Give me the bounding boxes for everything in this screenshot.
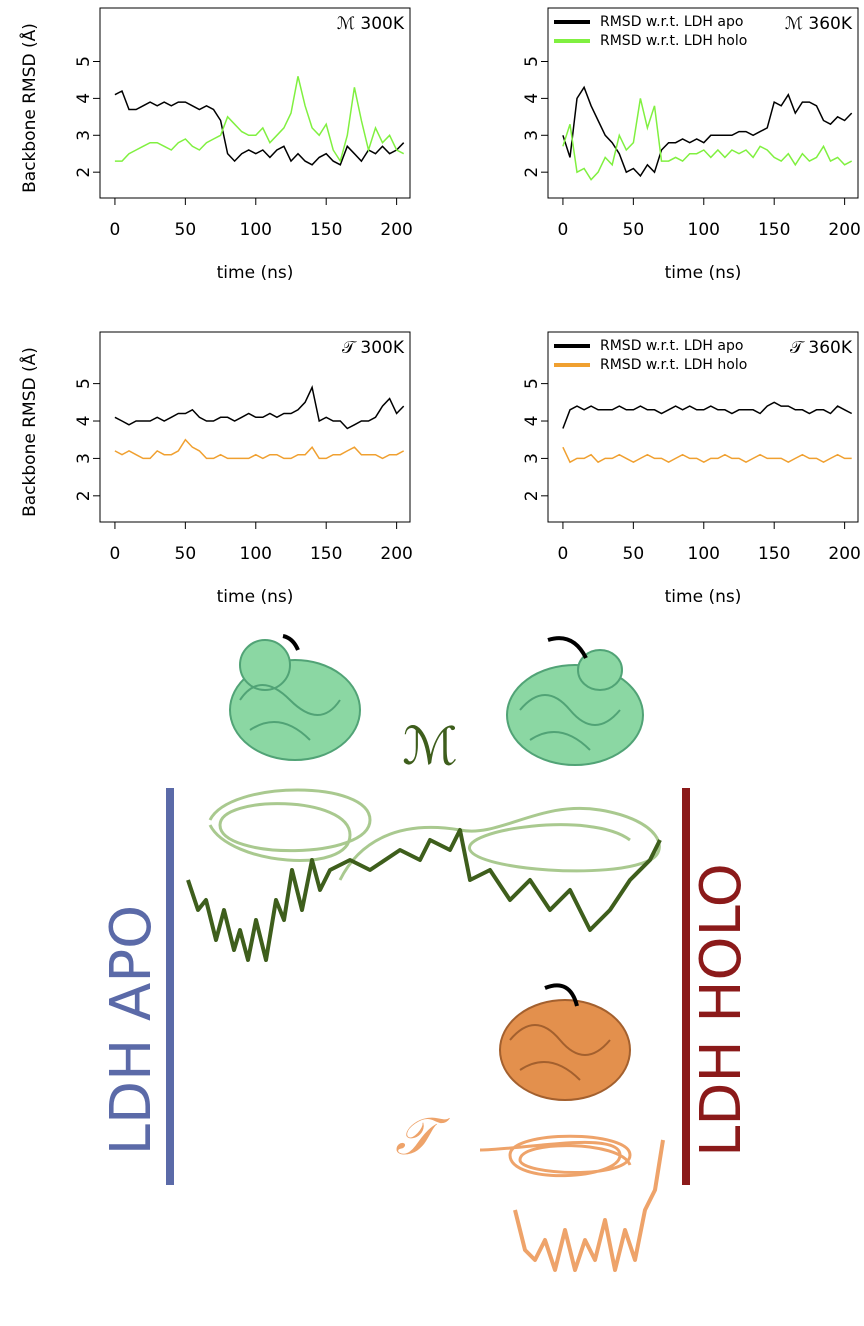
arrow	[547, 636, 588, 659]
x-tick-label: 150	[310, 220, 342, 240]
holo-label: LDH HOLO	[689, 863, 754, 1157]
x-tick-label: 50	[623, 220, 645, 240]
chart-title: 𝒯 360K	[790, 338, 853, 358]
x-tick-label: 200	[380, 220, 412, 240]
chart-title: 𝒯 300K	[342, 338, 405, 358]
arrow	[544, 983, 579, 1007]
x-axis-label: time (ns)	[665, 263, 742, 283]
y-tick-label: 5	[74, 56, 94, 67]
series-line	[114, 89, 405, 166]
x-tick-label: 150	[758, 544, 790, 564]
series-line	[114, 76, 405, 163]
x-tick-label: 0	[110, 544, 121, 564]
series-line	[114, 385, 405, 430]
energy-profile	[513, 1139, 665, 1272]
y-tick-label: 5	[522, 378, 542, 389]
protein-t	[499, 999, 631, 1101]
apo-label: LDH APO	[99, 905, 164, 1155]
arrow	[282, 634, 300, 651]
x-tick-label: 50	[175, 220, 197, 240]
x-tick-label: 50	[623, 544, 645, 564]
series-line	[562, 446, 852, 464]
y-tick-label: 3	[74, 453, 94, 464]
x-axis-label: time (ns)	[665, 587, 742, 607]
x-tick-label: 50	[175, 544, 197, 564]
y-tick-label: 3	[522, 453, 542, 464]
plot-box	[547, 331, 859, 523]
chart-title: ℳ 360K	[785, 14, 853, 34]
x-tick-label: 200	[828, 544, 860, 564]
x-tick-label: 200	[380, 544, 412, 564]
plot-box	[99, 7, 411, 199]
x-tick-label: 200	[828, 220, 860, 240]
trajectory	[479, 1134, 632, 1178]
x-tick-label: 100	[688, 544, 720, 564]
y-tick-label: 3	[74, 130, 94, 141]
legend-label: RMSD w.r.t. LDH holo	[600, 357, 747, 373]
x-axis-label: time (ns)	[217, 263, 294, 283]
protein-m-holo	[506, 649, 644, 766]
x-tick-label: 150	[758, 220, 790, 240]
chart-title: ℳ 300K	[337, 14, 405, 34]
x-tick-label: 100	[688, 220, 720, 240]
y-tick-label: 2	[74, 490, 94, 501]
y-tick-label: 4	[74, 93, 94, 104]
series-line	[562, 98, 853, 181]
y-tick-label: 5	[522, 56, 542, 67]
y-tick-label: 2	[74, 167, 94, 178]
y-axis-label: Backbone RMSD (Å)	[18, 347, 40, 517]
diagram: LDH APO LDH HOLO ℳ 𝒯	[99, 634, 754, 1272]
y-tick-label: 4	[522, 93, 542, 104]
x-tick-label: 150	[310, 544, 342, 564]
y-tick-label: 4	[522, 416, 542, 427]
x-tick-label: 100	[240, 544, 272, 564]
x-tick-label: 0	[558, 544, 569, 564]
y-tick-label: 2	[522, 167, 542, 178]
m-label: ℳ	[402, 717, 458, 777]
plot-box	[99, 331, 411, 523]
x-axis-label: time (ns)	[217, 587, 294, 607]
legend-label: RMSD w.r.t. LDH apo	[600, 338, 743, 354]
protein-m-apo	[229, 639, 361, 761]
series-line	[562, 401, 853, 429]
series-line	[114, 438, 405, 460]
legend-label: RMSD w.r.t. LDH holo	[600, 33, 747, 49]
y-tick-label: 4	[74, 416, 94, 427]
legend-label: RMSD w.r.t. LDH apo	[600, 14, 743, 30]
y-tick-label: 2	[522, 490, 542, 501]
x-tick-label: 100	[240, 220, 272, 240]
t-label: 𝒯	[395, 1107, 450, 1167]
energy-profile	[186, 828, 662, 962]
x-tick-label: 0	[558, 220, 569, 240]
x-tick-label: 0	[110, 220, 121, 240]
series-line	[562, 85, 853, 178]
y-tick-label: 5	[74, 378, 94, 389]
y-tick-label: 3	[522, 130, 542, 141]
trajectory	[208, 788, 661, 881]
plot-box	[547, 7, 859, 199]
y-axis-label: Backbone RMSD (Å)	[18, 23, 40, 193]
